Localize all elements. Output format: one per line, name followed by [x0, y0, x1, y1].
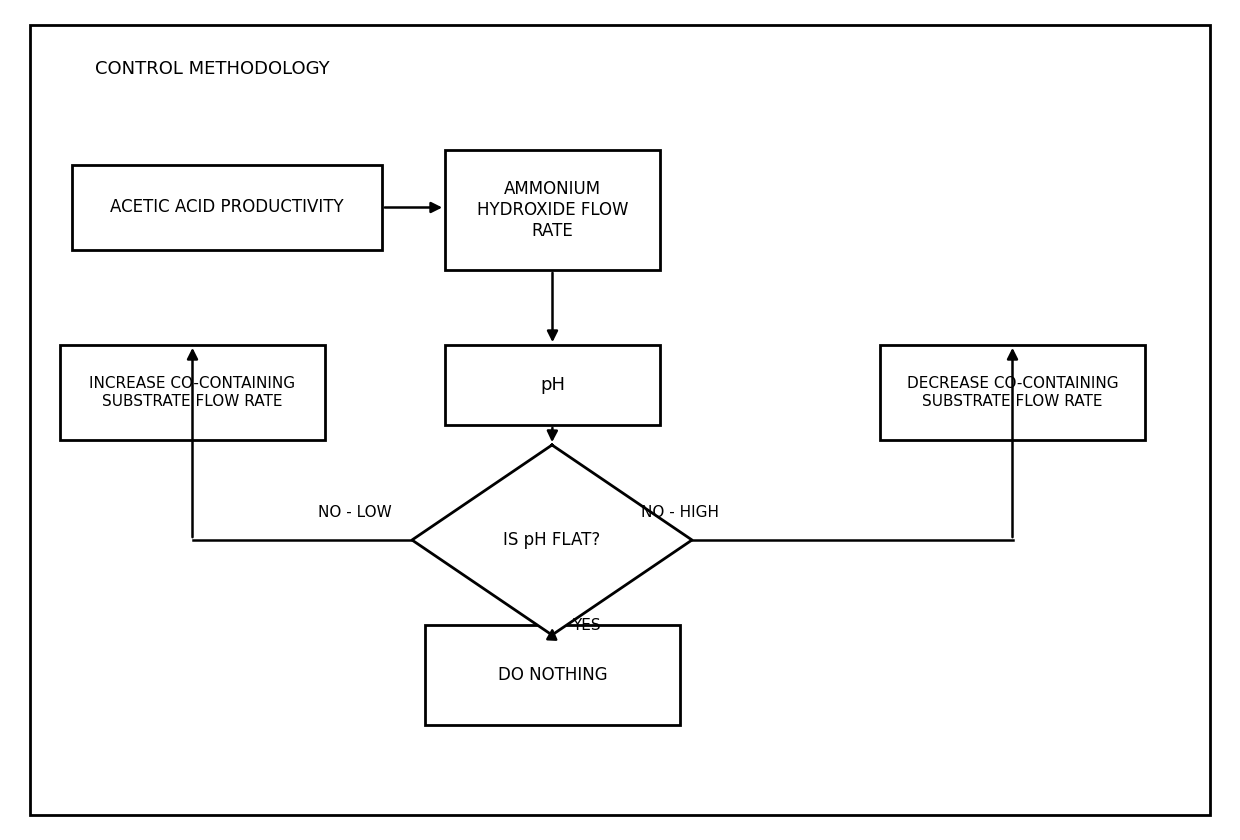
Bar [72, 165, 382, 250]
Bar [445, 345, 660, 425]
Text: IS pH FLAT?: IS pH FLAT? [503, 531, 600, 549]
Text: pH: pH [539, 376, 565, 394]
Text: DO NOTHING: DO NOTHING [497, 666, 608, 684]
Bar [445, 150, 660, 270]
Bar [425, 625, 680, 725]
Text: CONTROL METHODOLOGY: CONTROL METHODOLOGY [95, 60, 330, 78]
Text: INCREASE CO-CONTAINING
SUBSTRATE FLOW RATE: INCREASE CO-CONTAINING SUBSTRATE FLOW RA… [89, 376, 295, 409]
Text: AMMONIUM
HYDROXIDE FLOW
RATE: AMMONIUM HYDROXIDE FLOW RATE [476, 181, 629, 239]
Text: NO - HIGH: NO - HIGH [641, 505, 719, 520]
Text: YES: YES [572, 617, 600, 633]
Text: NO - LOW: NO - LOW [319, 505, 392, 520]
Text: ACETIC ACID PRODUCTIVITY: ACETIC ACID PRODUCTIVITY [110, 198, 343, 217]
Bar [880, 345, 1145, 440]
Bar [60, 345, 325, 440]
Text: DECREASE CO-CONTAINING
SUBSTRATE FLOW RATE: DECREASE CO-CONTAINING SUBSTRATE FLOW RA… [906, 376, 1118, 409]
Polygon shape [412, 445, 692, 635]
